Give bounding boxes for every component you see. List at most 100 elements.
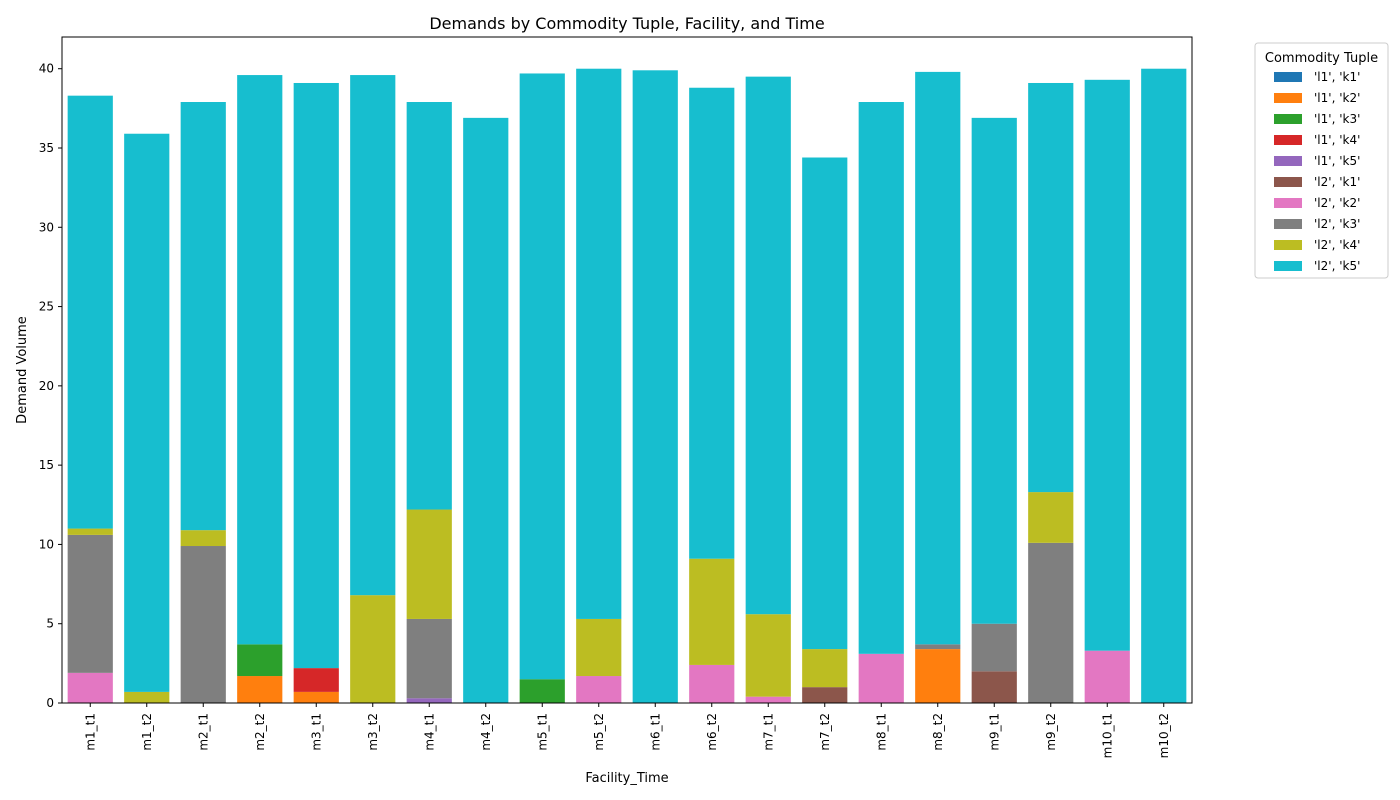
legend-swatch [1274, 114, 1302, 124]
x-tick-label: m3_t1 [309, 713, 323, 751]
legend-swatch [1274, 219, 1302, 229]
legend-swatch [1274, 156, 1302, 166]
x-tick-label: m8_t1 [874, 713, 888, 751]
x-tick-label: m5_t1 [535, 713, 549, 751]
bar-segment-m1_t1-s6 [67, 672, 113, 703]
legend-label: 'l2', 'k2' [1314, 196, 1360, 210]
bar-segment-m3_t2-s9 [350, 75, 396, 596]
bar-segment-m5_t2-s8 [576, 618, 622, 677]
x-tick-label: m10_t1 [1100, 713, 1114, 758]
bar-segment-m5_t2-s6 [576, 676, 622, 703]
bar-segment-m9_t1-s5 [971, 671, 1017, 703]
bar-segment-m7_t1-s9 [745, 76, 791, 615]
legend-swatch [1274, 135, 1302, 145]
y-tick-label: 40 [39, 62, 54, 76]
chart-title: Demands by Commodity Tuple, Facility, an… [429, 14, 824, 33]
bar-segment-m8_t1-s6 [858, 653, 904, 703]
bar-segment-m7_t2-s5 [802, 687, 848, 703]
bar-segment-m4_t1-s4 [406, 698, 452, 703]
y-tick-label: 30 [39, 220, 54, 234]
bar-segment-m10_t1-s6 [1084, 650, 1130, 703]
bar-segment-m4_t2-s9 [463, 117, 509, 704]
x-tick-label: m7_t2 [818, 713, 832, 751]
bar-segment-m9_t2-s7 [1028, 542, 1074, 703]
bar-segment-m4_t1-s9 [406, 102, 452, 510]
x-tick-label: m7_t1 [761, 713, 775, 751]
bar-segment-m8_t1-s9 [858, 102, 904, 654]
bar-segment-m1_t1-s8 [67, 528, 113, 535]
bar-segment-m5_t1-s2 [519, 679, 565, 703]
x-tick-label: m3_t2 [366, 713, 380, 751]
y-axis-label: Demand Volume [15, 316, 30, 424]
bar-segment-m6_t2-s9 [689, 87, 735, 559]
legend-label: 'l1', 'k4' [1314, 133, 1360, 147]
x-axis-label: Facility_Time [585, 771, 668, 786]
legend-label: 'l2', 'k4' [1314, 238, 1360, 252]
bar-segment-m2_t2-s2 [237, 644, 283, 677]
bar-segment-m10_t1-s9 [1084, 79, 1130, 651]
legend-label: 'l1', 'k5' [1314, 154, 1360, 168]
legend-items: 'l1', 'k1' 'l1', 'k2' 'l1', 'k3' 'l1', 'k4'… [1274, 70, 1360, 273]
bar-segment-m2_t2-s1 [237, 676, 283, 703]
bar-segment-m3_t1-s9 [293, 82, 339, 669]
legend-label: 'l2', 'k3' [1314, 217, 1360, 231]
bar-segment-m4_t1-s7 [406, 618, 452, 699]
legend: Commodity Tuple 'l1', 'k1''l1', 'k2''l1'… [1254, 42, 1389, 279]
x-tick-label: m6_t2 [705, 713, 719, 751]
legend-label: 'l2', 'k5' [1314, 259, 1360, 273]
bar-segment-m2_t1-s7 [180, 546, 226, 703]
y-tick-label: 10 [39, 537, 54, 551]
legend-swatch [1274, 72, 1302, 82]
legend-title: Commodity Tuple [1265, 51, 1378, 66]
bar-segment-m8_t2-s1 [915, 649, 961, 703]
legend-label: 'l1', 'k3' [1314, 112, 1360, 126]
bar-segment-m5_t1-s9 [519, 73, 565, 680]
x-tick-label: m1_t2 [140, 713, 154, 751]
bar-segment-m6_t1-s9 [632, 70, 678, 704]
x-tick-label: m5_t2 [592, 713, 606, 751]
x-tick-label: m4_t1 [422, 713, 436, 751]
y-tick-label: 5 [46, 617, 54, 631]
x-tick-label: m6_t1 [648, 713, 662, 751]
x-tick-label: m1_t1 [83, 713, 97, 751]
bar-segment-m8_t2-s7 [915, 644, 961, 650]
legend-label: 'l1', 'k2' [1314, 91, 1360, 105]
y-tick-label: 20 [39, 379, 54, 393]
legend-swatch [1274, 198, 1302, 208]
bar-segment-m10_t2-s9 [1141, 68, 1187, 703]
bar-segment-m7_t2-s9 [802, 157, 848, 650]
bar-segment-m3_t1-s3 [293, 668, 339, 692]
legend-swatch [1274, 261, 1302, 271]
bar-segment-m6_t2-s6 [689, 664, 735, 703]
x-tick-label: m2_t1 [196, 713, 210, 751]
bar-segment-m1_t1-s7 [67, 534, 113, 673]
bars-layer [67, 68, 1187, 704]
bar-segment-m8_t2-s9 [915, 71, 961, 645]
x-tick-label: m2_t2 [253, 713, 267, 751]
bar-segment-m2_t1-s8 [180, 530, 226, 547]
x-tick-label: m9_t2 [1044, 713, 1058, 751]
plot-frame [61, 36, 1193, 704]
bar-segment-m9_t2-s9 [1028, 82, 1074, 493]
bar-segment-m7_t2-s8 [802, 649, 848, 688]
legend-label: 'l2', 'k1' [1314, 175, 1360, 189]
axes-layer: 0 5 10 15 20 25 30 35 40 m1_t1 m1_t2 m2_t1 m2_t2 m3_t… [39, 36, 1193, 758]
bar-segment-m3_t2-s8 [350, 595, 396, 703]
x-tick-label: m10_t2 [1157, 713, 1171, 758]
bar-segment-m9_t2-s8 [1028, 492, 1074, 543]
bar-segment-m4_t1-s8 [406, 509, 452, 619]
bar-segment-m7_t1-s8 [745, 614, 791, 697]
bar-segment-m3_t1-s1 [293, 691, 339, 703]
bar-segment-m6_t2-s8 [689, 558, 735, 665]
legend-swatch [1274, 240, 1302, 250]
y-tick-label: 35 [39, 141, 54, 155]
y-tick-label: 0 [46, 696, 54, 710]
y-tick-label: 15 [39, 458, 54, 472]
bar-segment-m7_t1-s6 [745, 696, 791, 703]
legend-label: 'l1', 'k1' [1314, 70, 1360, 84]
x-tick-label: m4_t2 [479, 713, 493, 751]
bar-segment-m9_t1-s9 [971, 117, 1017, 624]
bar-segment-m2_t1-s9 [180, 102, 226, 531]
bar-segment-m1_t2-s8 [124, 691, 170, 703]
